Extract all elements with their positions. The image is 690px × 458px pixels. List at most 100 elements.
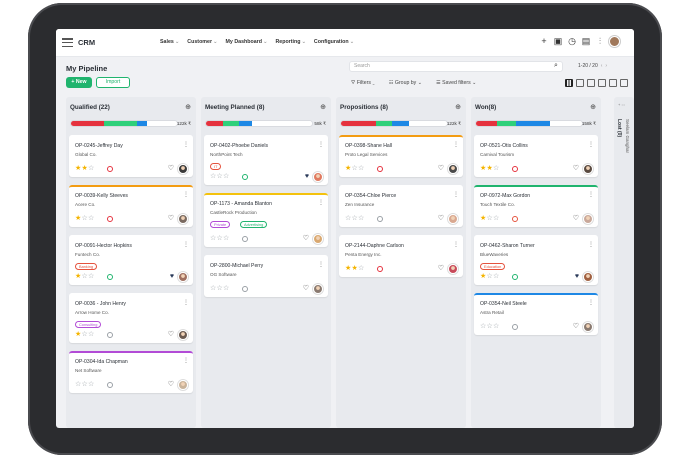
heart-icon[interactable]: ♡ bbox=[572, 215, 579, 222]
star-icon[interactable]: ☆ bbox=[486, 323, 493, 330]
star-icon[interactable]: ★ bbox=[75, 215, 82, 222]
star-icon[interactable]: ☆ bbox=[492, 273, 500, 280]
activity-view-icon[interactable] bbox=[620, 79, 628, 87]
card-menu-icon[interactable]: ⋮ bbox=[588, 300, 594, 306]
priority-stars[interactable]: ☆☆☆ bbox=[210, 173, 229, 181]
star-icon[interactable]: ☆ bbox=[87, 165, 95, 172]
priority-stars[interactable]: ☆☆☆ bbox=[210, 235, 229, 243]
activity-clock-icon[interactable] bbox=[512, 324, 518, 330]
salesperson-avatar[interactable] bbox=[313, 172, 323, 182]
star-icon[interactable]: ☆ bbox=[210, 235, 217, 242]
priority-stars[interactable]: ★☆☆ bbox=[480, 215, 499, 223]
star-icon[interactable]: ☆ bbox=[81, 381, 88, 388]
salesperson-avatar[interactable] bbox=[448, 264, 458, 274]
star-icon[interactable]: ★ bbox=[480, 215, 487, 222]
star-icon[interactable]: ☆ bbox=[87, 381, 95, 388]
star-icon[interactable]: ☆ bbox=[87, 331, 95, 338]
card-menu-icon[interactable]: ⋮ bbox=[183, 358, 189, 364]
activity-clock-icon[interactable] bbox=[107, 166, 113, 172]
opportunity-card[interactable]: OP-0521-Otis Collins Carnival Tourism ⋮ ★★☆… bbox=[474, 135, 598, 177]
opportunity-card[interactable]: OP-0462-Sharon Turner BlueWaveries ⋮ Educat… bbox=[474, 235, 598, 285]
heart-icon[interactable]: ♥ bbox=[304, 173, 309, 180]
heart-icon[interactable]: ♥ bbox=[169, 273, 174, 280]
card-menu-icon[interactable]: ⋮ bbox=[318, 262, 324, 268]
chat-icon[interactable]: ▤ bbox=[581, 36, 591, 46]
calendar-icon[interactable]: ▣ bbox=[553, 36, 563, 46]
star-icon[interactable]: ☆ bbox=[81, 273, 88, 280]
salesperson-avatar[interactable] bbox=[313, 234, 323, 244]
activity-clock-icon[interactable] bbox=[242, 286, 248, 292]
add-card-icon[interactable]: ⊕ bbox=[590, 104, 596, 111]
opportunity-card[interactable]: OP-0036 - John Henry Arrow Home Co. ⋮ Consu… bbox=[69, 293, 193, 343]
star-icon[interactable]: ☆ bbox=[222, 173, 230, 180]
star-icon[interactable]: ☆ bbox=[210, 285, 217, 292]
salesperson-avatar[interactable] bbox=[583, 164, 593, 174]
card-menu-icon[interactable]: ⋮ bbox=[453, 142, 459, 148]
star-icon[interactable]: ☆ bbox=[216, 235, 223, 242]
salesperson-avatar[interactable] bbox=[178, 214, 188, 224]
star-icon[interactable]: ★ bbox=[81, 165, 88, 172]
star-icon[interactable]: ☆ bbox=[492, 323, 500, 330]
next-icon[interactable]: › bbox=[605, 63, 608, 69]
salesperson-avatar[interactable] bbox=[178, 380, 188, 390]
search-input[interactable]: Search bbox=[349, 61, 563, 72]
heart-icon[interactable]: ♡ bbox=[572, 165, 579, 172]
star-icon[interactable]: ☆ bbox=[87, 273, 95, 280]
import-button[interactable]: Import bbox=[96, 77, 130, 88]
priority-stars[interactable]: ★☆☆ bbox=[480, 273, 499, 281]
star-icon[interactable]: ★ bbox=[75, 165, 82, 172]
card-menu-icon[interactable]: ⋮ bbox=[183, 192, 189, 198]
star-icon[interactable]: ☆ bbox=[351, 215, 358, 222]
star-icon[interactable]: ☆ bbox=[210, 173, 217, 180]
heart-icon[interactable]: ♡ bbox=[167, 165, 174, 172]
activity-clock-icon[interactable] bbox=[242, 174, 248, 180]
star-icon[interactable]: ☆ bbox=[486, 215, 493, 222]
activity-clock-icon[interactable] bbox=[512, 274, 518, 280]
clock-icon[interactable]: ◷ bbox=[568, 36, 576, 46]
add-card-icon[interactable]: ⊕ bbox=[320, 104, 326, 111]
pivot-view-icon[interactable] bbox=[598, 79, 606, 87]
star-icon[interactable]: ☆ bbox=[357, 215, 365, 222]
opportunity-card[interactable]: OP-2144-Daphne Carlson Penta Energy Inc. ⋮… bbox=[339, 235, 463, 277]
priority-stars[interactable]: ☆☆☆ bbox=[75, 381, 94, 389]
activity-clock-icon[interactable] bbox=[512, 166, 518, 172]
nav-item-configuration[interactable]: Configuration⌄ bbox=[314, 39, 354, 45]
star-icon[interactable]: ☆ bbox=[357, 265, 365, 272]
heart-icon[interactable]: ♡ bbox=[437, 215, 444, 222]
card-menu-icon[interactable]: ⋮ bbox=[183, 242, 189, 248]
heart-icon[interactable]: ♡ bbox=[167, 331, 174, 338]
priority-stars[interactable]: ☆☆☆ bbox=[480, 323, 499, 331]
heart-icon[interactable]: ♡ bbox=[437, 165, 444, 172]
settings-sliders-icon[interactable]: ⫶ bbox=[598, 36, 602, 46]
opportunity-card[interactable]: OP-0972-Max Gordon Touch Textile Co. ⋮ ★☆☆ ♡ bbox=[474, 185, 598, 227]
activity-clock-icon[interactable] bbox=[377, 216, 383, 222]
star-icon[interactable]: ☆ bbox=[75, 381, 82, 388]
salesperson-avatar[interactable] bbox=[583, 214, 593, 224]
nav-item-sales[interactable]: Sales⌄ bbox=[160, 39, 179, 45]
salesperson-avatar[interactable] bbox=[178, 164, 188, 174]
priority-stars[interactable]: ★☆☆ bbox=[75, 273, 94, 281]
star-icon[interactable]: ☆ bbox=[222, 285, 230, 292]
filters-button[interactable]: ⛛ Filters ⌄ bbox=[351, 80, 375, 86]
star-icon[interactable]: ☆ bbox=[87, 215, 95, 222]
salesperson-avatar[interactable] bbox=[178, 330, 188, 340]
plus-icon[interactable]: + bbox=[541, 36, 547, 46]
salesperson-avatar[interactable] bbox=[583, 272, 593, 282]
activity-clock-icon[interactable] bbox=[242, 236, 248, 242]
star-icon[interactable]: ☆ bbox=[81, 331, 88, 338]
activity-clock-icon[interactable] bbox=[107, 332, 113, 338]
priority-stars[interactable]: ★★☆ bbox=[75, 165, 94, 173]
star-icon[interactable]: ★ bbox=[486, 165, 493, 172]
card-menu-icon[interactable]: ⋮ bbox=[318, 200, 324, 206]
graph-view-icon[interactable] bbox=[587, 79, 595, 87]
opportunity-card[interactable]: OP-1173 - Amanda Blanton CastleRock Produ… bbox=[204, 193, 328, 247]
opportunity-card[interactable]: OP-0304-Ida Chapman Net Software ⋮ ☆☆☆ ♡ bbox=[69, 351, 193, 393]
opportunity-card[interactable]: OP-0039-Kelly Steeves Acere Co. ⋮ ★☆☆ ♡ bbox=[69, 185, 193, 227]
opportunity-card[interactable]: OP-0354-Neil Steele Astra Retail ⋮ ☆☆☆ ♡ bbox=[474, 293, 598, 335]
opportunity-card[interactable]: OP-0398-Shane Hall Proto Legal Services ⋮ ★… bbox=[339, 135, 463, 177]
priority-stars[interactable]: ★☆☆ bbox=[75, 215, 94, 223]
star-icon[interactable]: ☆ bbox=[216, 285, 223, 292]
star-icon[interactable]: ★ bbox=[75, 331, 82, 338]
activity-clock-icon[interactable] bbox=[107, 216, 113, 222]
star-icon[interactable]: ☆ bbox=[351, 165, 358, 172]
